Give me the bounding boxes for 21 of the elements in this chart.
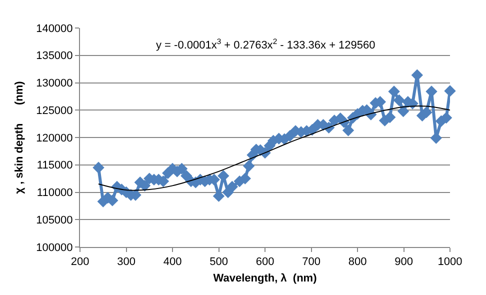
y-tick-label: 110000 — [36, 187, 73, 200]
y-tick-label: 135000 — [36, 50, 73, 62]
x-tick-label: 900 — [394, 256, 413, 268]
y-tick-label: 115000 — [36, 160, 73, 172]
y-axis-title: χ , skin depth (nm) — [14, 80, 26, 194]
x-tick-label: 200 — [70, 256, 90, 268]
x-tick-label: 700 — [302, 256, 320, 268]
y-tick-label: 140000 — [36, 22, 73, 35]
y-tick-label: 130000 — [36, 78, 73, 90]
x-tick-label: 1000 — [438, 256, 462, 268]
x-tick-label: 600 — [256, 256, 274, 268]
y-tick-label: 105000 — [36, 214, 73, 226]
x-axis-title: Wavelength, λ (nm) — [213, 272, 318, 284]
y-tick-label: 125000 — [36, 104, 73, 117]
x-tick-label: 400 — [163, 256, 182, 268]
annotation: y = -0.0001x$^{3}$ + 0.2763x$^{2}$ - 133.36x + 129560 — [156, 37, 376, 52]
y-tick-label: 100000 — [36, 242, 73, 254]
x-tick-label: 500 — [210, 256, 228, 268]
x-tick-label: 800 — [348, 256, 367, 268]
x-tick-label: 300 — [117, 256, 136, 268]
y-tick-label: 120000 — [36, 132, 73, 144]
